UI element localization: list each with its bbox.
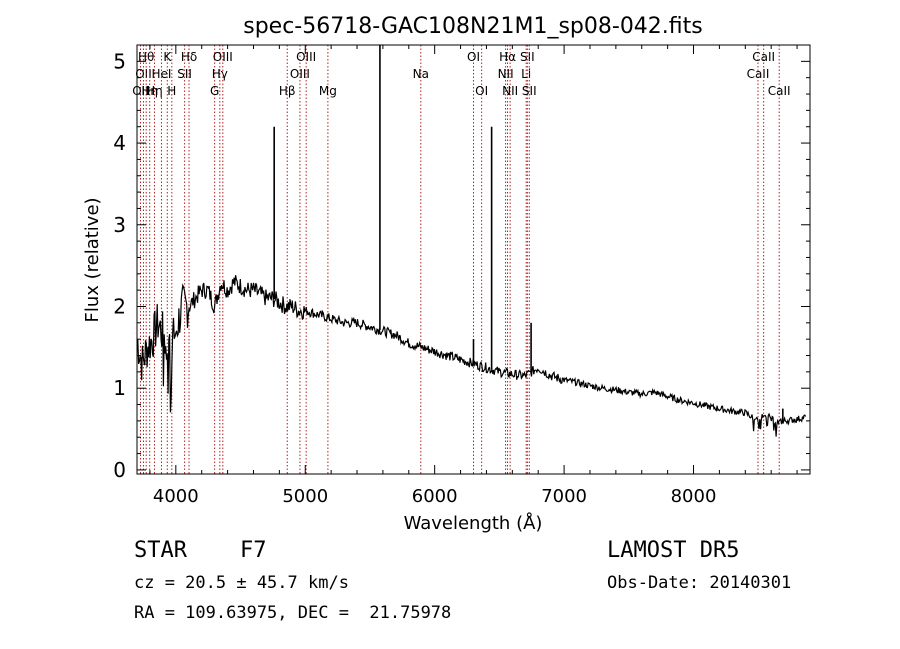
marker-label: SII xyxy=(177,67,192,81)
y-tick-label: 1 xyxy=(113,376,126,400)
x-tick-label: 4000 xyxy=(153,486,199,507)
marker-label: Hδ xyxy=(181,50,197,64)
marker-label: OIII xyxy=(213,50,233,64)
marker-label: CaII xyxy=(747,67,770,81)
marker-label: HeI xyxy=(151,67,171,81)
marker-label: Hη xyxy=(141,84,158,98)
marker-label: Hγ xyxy=(212,67,228,81)
marker-label: Hη xyxy=(146,84,163,98)
marker-label: NII xyxy=(498,67,514,81)
marker-label: OIII xyxy=(296,50,316,64)
y-tick-label: 4 xyxy=(113,131,126,155)
y-axis-label: Flux (relative) xyxy=(82,197,103,322)
y-tick-label: 5 xyxy=(113,49,126,73)
object-class: STAR F7 xyxy=(134,538,267,563)
x-axis-ticks: 4000 5000 6000 7000 8000 xyxy=(149,45,798,507)
marker-label: Hθ xyxy=(138,50,154,64)
marker-label: OIII xyxy=(290,67,310,81)
marker-label: SII xyxy=(520,50,535,64)
spectral-line-markers: OIIOIIHθHηHηHeIKHSIIHδGHγOIIIHβOIIIOIIIM… xyxy=(132,45,791,474)
marker-label: Mg xyxy=(319,84,337,98)
marker-label: OI xyxy=(475,84,488,98)
velocity-readout: cz = 20.5 ± 45.7 km/s xyxy=(134,573,349,593)
y-tick-label: 2 xyxy=(113,294,126,318)
y-axis-ticks: 0 1 2 3 4 5 xyxy=(113,49,810,482)
marker-label: Li xyxy=(521,67,531,81)
plot-frame xyxy=(136,44,811,475)
marker-label: Hβ xyxy=(279,84,296,98)
marker-label: CaII xyxy=(752,50,775,64)
x-tick-label: 7000 xyxy=(541,486,587,507)
marker-label: G xyxy=(210,84,219,98)
marker-label: NII xyxy=(502,84,518,98)
chart-title: spec-56718-GAC108N21M1_sp08-042.fits xyxy=(243,14,703,39)
y-tick-label: 3 xyxy=(113,213,126,237)
x-axis-label: Wavelength (Å) xyxy=(404,512,543,534)
x-tick-label: 8000 xyxy=(671,486,717,507)
x-tick-label: 5000 xyxy=(282,486,328,507)
marker-label: OI xyxy=(467,50,480,64)
survey-name: LAMOST DR5 xyxy=(607,538,740,563)
marker-label: CaII xyxy=(768,84,791,98)
marker-label: SII xyxy=(522,84,537,98)
marker-label: Hα xyxy=(499,50,516,64)
emission-spikes xyxy=(273,45,784,422)
spectrum-line xyxy=(136,275,807,437)
marker-label: OII xyxy=(132,84,149,98)
y-tick-label: 0 xyxy=(113,458,126,482)
marker-label: H xyxy=(167,84,176,98)
marker-label: Na xyxy=(413,67,429,81)
coordinates: RA = 109.63975, DEC = 21.75978 xyxy=(134,603,452,623)
x-tick-label: 6000 xyxy=(412,486,458,507)
marker-label: K xyxy=(163,50,172,64)
obs-date: Obs-Date: 20140301 xyxy=(607,573,792,593)
